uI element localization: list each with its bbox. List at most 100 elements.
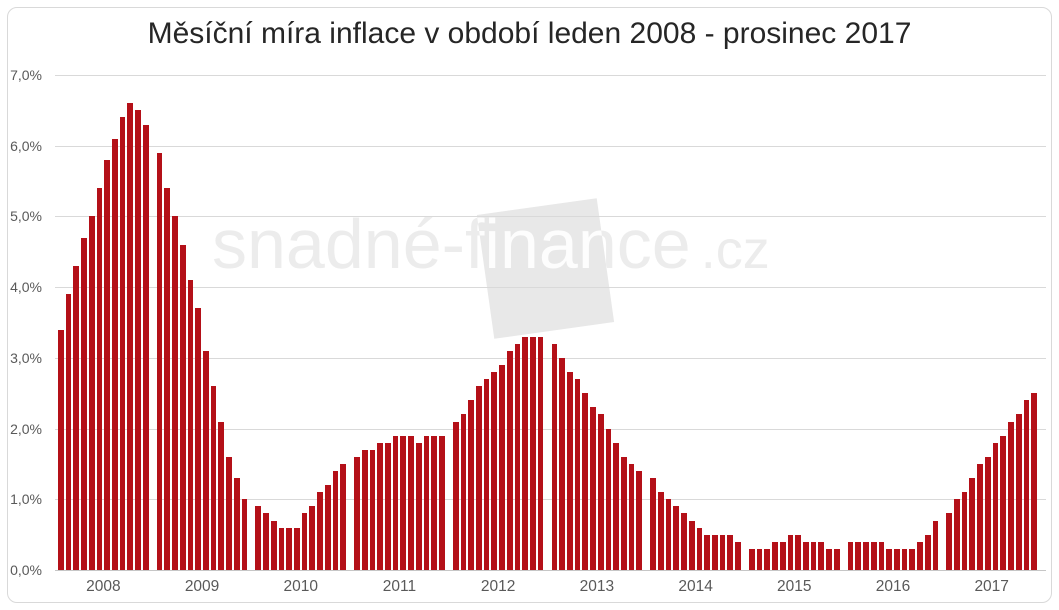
- year-group-2011: [354, 75, 445, 570]
- inflation-bar: [483, 379, 490, 570]
- inflation-bar: [1000, 435, 1007, 570]
- inflation-bar: [135, 110, 141, 570]
- gridline: [55, 429, 1046, 430]
- inflation-bar: [384, 442, 391, 570]
- x-axis-baseline: [55, 570, 1046, 571]
- inflation-bar: [688, 520, 695, 570]
- inflation-bar: [88, 216, 95, 570]
- inflation-bar: [286, 527, 292, 570]
- inflation-bar: [597, 414, 604, 570]
- inflation-bar: [332, 471, 339, 570]
- inflation-bar: [415, 442, 422, 570]
- inflation-bar: [491, 372, 498, 570]
- inflation-bar: [354, 456, 360, 570]
- x-axis: 2008 2009 2010 2011 2012 2013 2014 2015 2016 2017: [58, 578, 1037, 596]
- inflation-bar: [241, 499, 248, 570]
- inflation-bar: [58, 329, 64, 570]
- inflation-bar: [628, 463, 635, 570]
- x-axis-year-label: 2012: [480, 578, 516, 595]
- inflation-bar: [818, 541, 825, 570]
- inflation-bar: [917, 541, 923, 570]
- inflation-bar: [1023, 400, 1030, 570]
- inflation-bar: [537, 336, 544, 570]
- inflation-bar: [711, 534, 718, 570]
- inflation-bar: [408, 435, 414, 570]
- inflation-bar: [73, 265, 80, 570]
- inflation-bar: [226, 456, 232, 570]
- inflation-bar: [195, 308, 202, 570]
- inflation-bar: [681, 513, 687, 570]
- inflation-bar: [932, 520, 939, 570]
- inflation-bar: [961, 492, 968, 570]
- inflation-bar: [255, 506, 262, 570]
- inflation-bar: [172, 216, 178, 570]
- inflation-bar: [795, 534, 801, 570]
- y-axis-tick-label: 7,0%: [10, 67, 42, 83]
- inflation-bar: [530, 336, 536, 570]
- y-axis-tick-label: 1,0%: [10, 491, 42, 507]
- inflation-bar: [756, 548, 763, 570]
- inflation-bar: [650, 478, 656, 570]
- inflation-bar: [772, 541, 778, 570]
- inflation-bar: [810, 541, 817, 570]
- inflation-bar: [340, 463, 347, 570]
- inflation-bar: [984, 456, 991, 570]
- inflation-bar: [1031, 393, 1037, 570]
- inflation-bar: [657, 492, 664, 570]
- inflation-bar: [559, 357, 565, 570]
- inflation-bar: [301, 513, 308, 570]
- inflation-bar: [1015, 414, 1022, 570]
- inflation-bar: [847, 541, 854, 570]
- watermark: snadné-finance .cz: [212, 208, 770, 300]
- year-group-2013: [551, 75, 643, 570]
- inflation-bar: [748, 548, 755, 570]
- inflation-bar: [946, 513, 953, 570]
- watermark-suffix: .cz: [700, 220, 770, 280]
- inflation-bar: [475, 386, 482, 570]
- inflation-bar: [460, 414, 467, 570]
- inflation-bar: [909, 548, 916, 570]
- inflation-bar: [377, 442, 383, 570]
- inflation-bar: [893, 548, 900, 570]
- inflation-bar: [673, 506, 680, 570]
- year-group-2017: [946, 75, 1037, 570]
- inflation-bar: [317, 492, 323, 570]
- inflation-bar: [263, 513, 269, 570]
- inflation-bar: [164, 188, 171, 570]
- gridline: [55, 358, 1046, 359]
- gridline: [55, 75, 1046, 76]
- inflation-bar: [636, 471, 643, 570]
- x-axis-year-label: 2015: [777, 578, 812, 595]
- inflation-bar: [779, 541, 786, 570]
- gridline: [55, 146, 1046, 147]
- inflation-bar: [369, 449, 376, 570]
- inflation-bar: [665, 499, 672, 570]
- year-group-2010: [255, 75, 347, 570]
- inflation-bar: [514, 343, 521, 570]
- inflation-bar: [210, 386, 217, 570]
- inflation-bar: [727, 534, 734, 570]
- inflation-bar: [878, 541, 885, 570]
- inflation-bar: [924, 534, 931, 570]
- year-group-2016: [847, 75, 939, 570]
- inflation-bar: [954, 499, 960, 570]
- inflation-bar: [179, 244, 186, 570]
- inflation-bar: [96, 188, 103, 570]
- inflation-bar: [735, 541, 741, 570]
- inflation-bar: [218, 421, 225, 570]
- inflation-bar: [423, 435, 430, 570]
- x-axis-year-label: 2008: [86, 578, 121, 595]
- year-group-2009: [156, 75, 248, 570]
- inflation-bar: [278, 527, 285, 570]
- inflation-bar: [65, 294, 72, 570]
- gridline: [55, 287, 1046, 288]
- inflation-bar: [719, 534, 726, 570]
- x-axis-year-label: 2014: [678, 578, 713, 595]
- year-group-2008: [58, 75, 149, 570]
- inflation-bar: [309, 506, 316, 570]
- y-axis-tick-label: 2,0%: [10, 421, 42, 437]
- inflation-bar: [468, 400, 474, 570]
- x-axis-year-label: 2016: [875, 578, 911, 595]
- inflation-bar: [203, 350, 209, 570]
- y-axis-tick-label: 0,0%: [10, 562, 42, 578]
